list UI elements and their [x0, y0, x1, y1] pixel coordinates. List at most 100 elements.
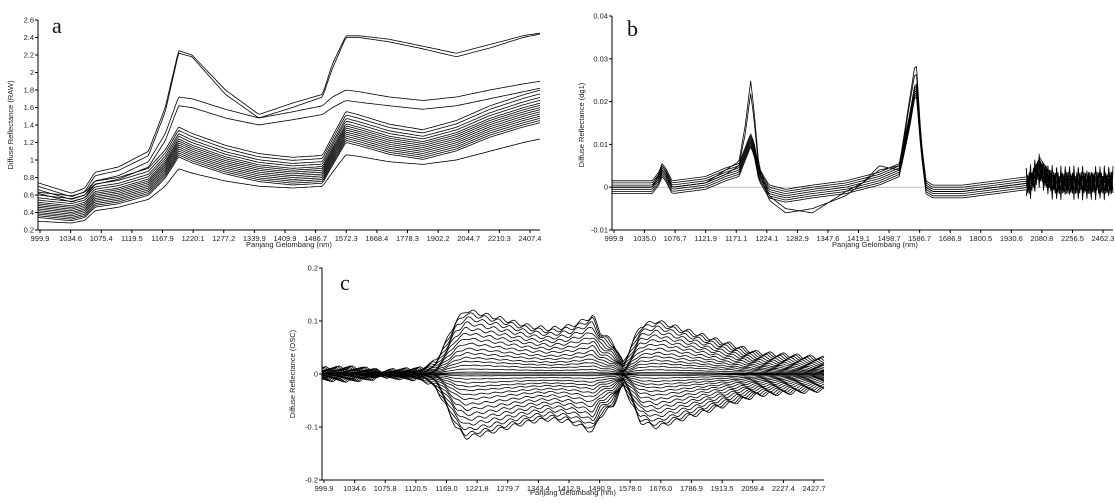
chart-b-x-tick-label: 1686.9 [939, 234, 962, 243]
chart-c-x-tick-label: 1034.6 [343, 484, 366, 493]
chart-c-y-tick-label: 0 [314, 370, 318, 379]
chart-a-spectrum-line [37, 105, 541, 208]
chart-b-x-tick-label: 2256.5 [1061, 234, 1084, 243]
chart-a-x-tick-label: 1075.4 [90, 234, 113, 243]
chart-b-x-axis-title: Panjang Gelombang (nm) [832, 240, 918, 249]
chart-b-x-tick-label: 999.9 [605, 234, 624, 243]
chart-b-curves [612, 66, 1114, 214]
chart-a-y-ticks: 0.2 0.4 0.6 0.8 1 1.2 1.4 1.6 1.8 2 2.2 2.4 2.6 [24, 16, 38, 235]
chart-c-y-ticks: -0.2 -0.1 0 0.1 0.2 [305, 264, 322, 485]
chart-a-series-line [37, 138, 541, 224]
chart-c-spectrum-line [321, 373, 825, 426]
chart-c-x-tick-label: 1075.8 [374, 484, 397, 493]
chart-a-spectrum-line [37, 102, 541, 207]
chart-b-x-tick-label: 1076.7 [664, 234, 687, 243]
chart-b-x-tick-label: 1419.1 [847, 234, 870, 243]
chart-b-spectrum-line [612, 92, 1113, 199]
chart-a-x-tick-label: 1220.1 [182, 234, 205, 243]
chart-a-spectrum-line [37, 115, 541, 217]
chart-a-series-line [37, 80, 541, 200]
chart-a-x-tick-label: 1902.2 [427, 234, 450, 243]
chart-c-spectrum-line [321, 373, 825, 392]
chart-b-y-tick-label: 0.04 [593, 12, 608, 21]
chart-b-spectrum-line [612, 94, 1113, 201]
chart-b-y-axis-title: Diffuse Reflectance (dg1) [577, 82, 586, 167]
chart-a-y-tick-label: 2.2 [24, 51, 34, 60]
chart-a-spectrum-line [37, 118, 541, 218]
chart-a-y-tick-label: 2.6 [24, 16, 34, 25]
chart-a-spectrum-line [37, 97, 541, 202]
chart-a-x-tick-label: 2044.7 [457, 234, 480, 243]
chart-c-x-tick-label: 1221.8 [466, 484, 489, 493]
chart-b-x-tick-label: 1930.6 [1000, 234, 1023, 243]
chart-panel-a: a 0.2 0.4 0.6 0.8 1 1.2 1.4 1.6 1.8 2 2.2 2.4 2.6 99… [0, 0, 560, 250]
chart-c-x-tick-label: 1343.4 [527, 484, 550, 493]
chart-a-x-ticks: 999.9 1034.6 1075.4 1119.5 1167.9 1220.1 1277.… [31, 230, 542, 243]
chart-a-spectrum-line [37, 99, 541, 204]
chart-b-y-tick-label: 0.02 [593, 97, 608, 106]
chart-a-x-tick-label: 1668.4 [365, 234, 388, 243]
chart-a-x-tick-label: 1486.7 [304, 234, 327, 243]
chart-b-spectrum-line [612, 96, 1113, 203]
chart-a-x-tick-label: 1034.6 [59, 234, 82, 243]
chart-b-y-ticks: -0.01 0 0.01 0.02 0.03 0.04 [591, 12, 612, 235]
chart-c-y-tick-label: -0.2 [305, 476, 318, 485]
chart-a-x-tick-label: 1409.9 [274, 234, 297, 243]
chart-c-x-tick-label: 1169.0 [435, 484, 457, 493]
chart-a-x-tick-label: 1167.9 [151, 234, 173, 243]
chart-a-y-tick-label: 0.4 [24, 208, 34, 217]
chart-a-y-tick-label: 2 [30, 68, 34, 77]
chart-a-x-tick-label: 1572.3 [335, 234, 358, 243]
chart-c-x-tick-label: 1676.0 [649, 484, 672, 493]
chart-panel-b: b -0.01 0 0.01 0.02 0.03 0.04 999.9 1035.0 1076… [575, 0, 1115, 250]
chart-b-x-tick-label: 1282.9 [786, 234, 809, 243]
chart-c-spectrum-line [321, 372, 825, 416]
chart-c-spectrum-line [321, 347, 825, 375]
chart-b-x-tick-label: 1035.0 [633, 234, 656, 243]
chart-c-x-tick-label: 999.9 [315, 484, 334, 493]
chart-c-panel-label: c [340, 270, 350, 295]
chart-b-svg: b -0.01 0 0.01 0.02 0.03 0.04 999.9 1035.0 1076… [577, 12, 1114, 250]
chart-b-y-tick-label: -0.01 [591, 226, 608, 235]
chart-a-spectrum-line [37, 93, 541, 199]
chart-c-spectrum-line [321, 342, 825, 375]
chart-b-spectrum-line [612, 87, 1113, 194]
chart-c-spectrum-line [321, 312, 825, 375]
chart-b-x-tick-label: 1347.6 [816, 234, 839, 243]
chart-a-curves [37, 32, 541, 224]
chart-a-series-line [37, 33, 541, 197]
chart-c-x-axis-title: Panjang Gelombang (nm) [530, 488, 616, 497]
chart-b-x-tick-label: 1224.1 [755, 234, 778, 243]
chart-panel-c: c -0.2 -0.1 0 0.1 0.2 999.9 1034.6 1075.8 1120.… [282, 260, 842, 498]
chart-a-x-tick-label: 2407.4 [519, 234, 542, 243]
chart-b-noise-line [1025, 160, 1114, 201]
chart-a-x-tick-label: 2210.3 [488, 234, 511, 243]
chart-a-y-tick-label: 0.2 [24, 226, 34, 235]
chart-b-x-ticks: 999.9 1035.0 1076.7 1121.9 1171.1 1224.1 1282.… [605, 230, 1114, 243]
chart-a-panel-label: a [52, 13, 62, 38]
chart-a-x-tick-label: 1339.9 [243, 234, 266, 243]
chart-a-svg: a 0.2 0.4 0.6 0.8 1 1.2 1.4 1.6 1.8 2 2.2 2.4 2.6 99… [6, 13, 542, 249]
chart-a-y-axis-title: Diffuse Reflectance (RAW) [6, 80, 15, 170]
chart-a-spectrum-line [37, 107, 541, 210]
chart-a-x-axis-title: Panjang Gelombang (nm) [246, 240, 332, 249]
chart-a-y-tick-label: 0.6 [24, 191, 34, 200]
chart-b-y-tick-label: 0.03 [593, 54, 608, 63]
chart-a-x-tick-label: 1277.2 [212, 234, 235, 243]
chart-c-spectrum-line [321, 316, 825, 376]
chart-c-x-tick-label: 1786.9 [680, 484, 703, 493]
chart-a-x-tick-label: 1119.5 [121, 234, 143, 243]
chart-c-x-tick-label: 1279.7 [496, 484, 519, 493]
chart-a-y-tick-label: 2.4 [24, 33, 34, 42]
chart-a-y-tick-label: 1.6 [24, 103, 34, 112]
chart-c-spectrum-line [321, 373, 825, 421]
chart-a-spectrum-line [37, 89, 541, 197]
chart-a-y-tick-label: 1.4 [24, 121, 34, 130]
chart-c-x-tick-label: 1578.0 [619, 484, 642, 493]
chart-b-x-tick-label: 1121.9 [694, 234, 716, 243]
chart-c-spectrum-line [321, 337, 825, 375]
chart-b-x-tick-label: 1171.1 [725, 234, 747, 243]
chart-b-series-line [612, 66, 1114, 214]
chart-c-spectrum-line [321, 373, 825, 388]
chart-c-curves [321, 309, 825, 440]
